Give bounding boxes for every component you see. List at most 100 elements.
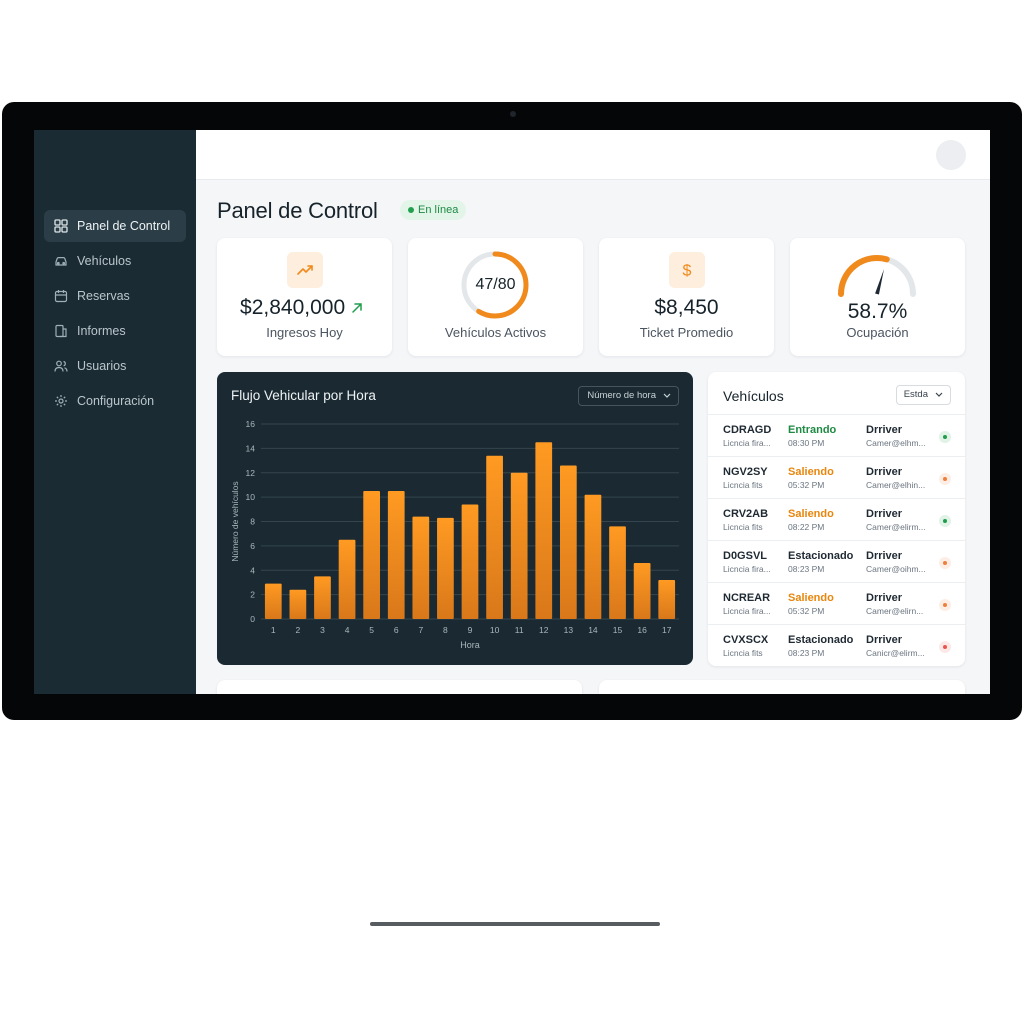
x-tick-label: 5	[369, 625, 374, 635]
vehicle-status: Estacionado	[788, 634, 854, 646]
vehicle-driver: Drriver	[866, 424, 903, 436]
status-filter-select[interactable]: Estda	[895, 385, 951, 405]
bar	[461, 504, 479, 619]
bar	[535, 442, 553, 619]
y-tick-label: 6	[250, 541, 255, 551]
status-dot-icon	[939, 431, 951, 443]
vehicle-row[interactable]: NCREAR Licncia fira... Saliendo 05:32 PM Drr…	[708, 582, 965, 624]
kpi-card-occupancy: 58.7% Ocupación	[790, 238, 965, 356]
vehicle-plate: CVXSCX	[723, 634, 769, 646]
x-tick-label: 8	[443, 625, 448, 635]
bottom-card-right	[599, 680, 965, 694]
x-tick-label: 15	[613, 625, 623, 635]
status-dot-icon	[939, 515, 951, 527]
chevron-down-icon	[935, 392, 943, 397]
status-dot-icon	[939, 473, 951, 485]
y-tick-label: 4	[250, 565, 255, 575]
x-tick-label: 3	[320, 625, 325, 635]
bar	[633, 562, 651, 619]
sidebar-item-configuracion[interactable]: Configuración	[44, 385, 186, 417]
vehicle-plate: CRV2AB	[723, 508, 769, 520]
vehicle-row[interactable]: NGV2SY Licncia fits Saliendo 05:32 PM Drrive…	[708, 456, 965, 498]
vehicle-row[interactable]: CDRAGD Licncia fira... Entrando 08:30 PM Drr…	[708, 414, 965, 456]
gear-icon	[54, 394, 68, 408]
sidebar-item-panel-de-control[interactable]: Panel de Control	[44, 210, 186, 242]
x-tick-label: 16	[637, 625, 647, 635]
sidebar-item-label: Reservas	[77, 289, 130, 303]
vehicles-panel: Vehículos Estda CDRAGD Licncia fira... Ent…	[708, 372, 965, 666]
x-tick-label: 1	[271, 625, 276, 635]
kpi-label: Vehículos Activos	[444, 325, 547, 340]
report-icon	[54, 324, 68, 338]
avatar[interactable]	[936, 140, 966, 170]
sidebar-item-reservas[interactable]: Reservas	[44, 280, 186, 312]
kpi-value: 47/80	[475, 276, 516, 293]
vehicle-time: 08:30 PM	[788, 438, 825, 448]
monitor-stand	[370, 922, 660, 926]
vehicle-plate: NCREAR	[723, 592, 771, 604]
status-dot-icon	[939, 599, 951, 611]
hourly-flow-chart: Flujo Vehicular por Hora Número de hora …	[217, 372, 693, 665]
x-tick-label: 13	[564, 625, 574, 635]
vehicle-plate: CDRAGD	[723, 424, 772, 436]
vehicle-license: Licncia fits	[723, 648, 763, 658]
x-tick-label: 6	[394, 625, 399, 635]
bar	[363, 491, 381, 619]
main-content: Panel de Control En línea $2,840,000 Ing…	[196, 180, 990, 694]
y-tick-label: 8	[250, 517, 255, 527]
bar	[289, 589, 307, 619]
monitor-frame: Panel de Control Vehículos Reservas Info…	[2, 102, 1022, 720]
y-tick-label: 16	[246, 419, 256, 429]
vehicle-email: Camer@oihm...	[866, 564, 926, 574]
x-tick-label: 14	[588, 625, 598, 635]
bar	[658, 580, 676, 619]
vehicle-row[interactable]: CRV2AB Licncia fits Saliendo 08:22 PM Drrive…	[708, 498, 965, 540]
chart-metric-select[interactable]: Número de hora	[578, 386, 679, 406]
y-axis-label: Número de vehículos	[230, 481, 240, 561]
x-tick-label: 17	[662, 625, 672, 635]
y-tick-label: 0	[250, 614, 255, 624]
bar	[314, 576, 331, 619]
bar	[584, 494, 602, 619]
bar	[264, 583, 282, 619]
vehicle-plate: NGV2SY	[723, 466, 768, 478]
y-tick-label: 14	[246, 443, 256, 453]
sidebar-item-informes[interactable]: Informes	[44, 315, 186, 347]
bar	[609, 526, 626, 620]
car-icon	[54, 254, 68, 268]
bar	[338, 539, 356, 619]
kpi-label: Ingresos Hoy	[266, 325, 343, 340]
vehicle-email: Camer@elirn...	[866, 606, 924, 616]
kpi-value: $2,840,000	[217, 296, 392, 320]
bar	[486, 455, 503, 619]
app-screen: Panel de Control Vehículos Reservas Info…	[34, 130, 990, 694]
vehicle-driver: Drriver	[866, 508, 903, 520]
sidebar-item-vehiculos[interactable]: Vehículos	[44, 245, 186, 277]
x-axis-label: Hora	[460, 640, 480, 650]
svg-text:$: $	[683, 263, 692, 280]
vehicle-status: Saliendo	[788, 592, 834, 604]
dollar-icon: $	[669, 252, 705, 288]
vehicle-row[interactable]: CVXSCX Licncia fits Estacionado 08:23 PM Drr…	[708, 624, 965, 666]
x-tick-label: 12	[539, 625, 549, 635]
sidebar-item-label: Panel de Control	[77, 219, 171, 233]
sidebar-item-usuarios[interactable]: Usuarios	[44, 350, 186, 382]
users-icon	[54, 359, 68, 373]
vehicle-driver: Drriver	[866, 466, 903, 478]
vehicle-time: 05:32 PM	[788, 480, 825, 490]
trend-up-icon	[287, 252, 323, 288]
dashboard-icon	[54, 219, 68, 233]
vehicle-row[interactable]: D0GSVL Licncia fira... Estacionado 08:23 PM…	[708, 540, 965, 582]
x-tick-label: 2	[296, 625, 301, 635]
vehicle-license: Licncia fits	[723, 522, 763, 532]
arrow-up-right-icon	[352, 303, 362, 313]
bar	[559, 465, 577, 619]
chart-title: Flujo Vehicular por Hora	[231, 388, 376, 403]
sidebar-item-label: Vehículos	[77, 254, 132, 268]
bar	[510, 472, 528, 619]
vehicle-license: Licncia fits	[723, 480, 763, 490]
vehicle-time: 08:23 PM	[788, 564, 825, 574]
online-dot-icon	[408, 207, 414, 213]
chevron-down-icon	[663, 393, 671, 398]
